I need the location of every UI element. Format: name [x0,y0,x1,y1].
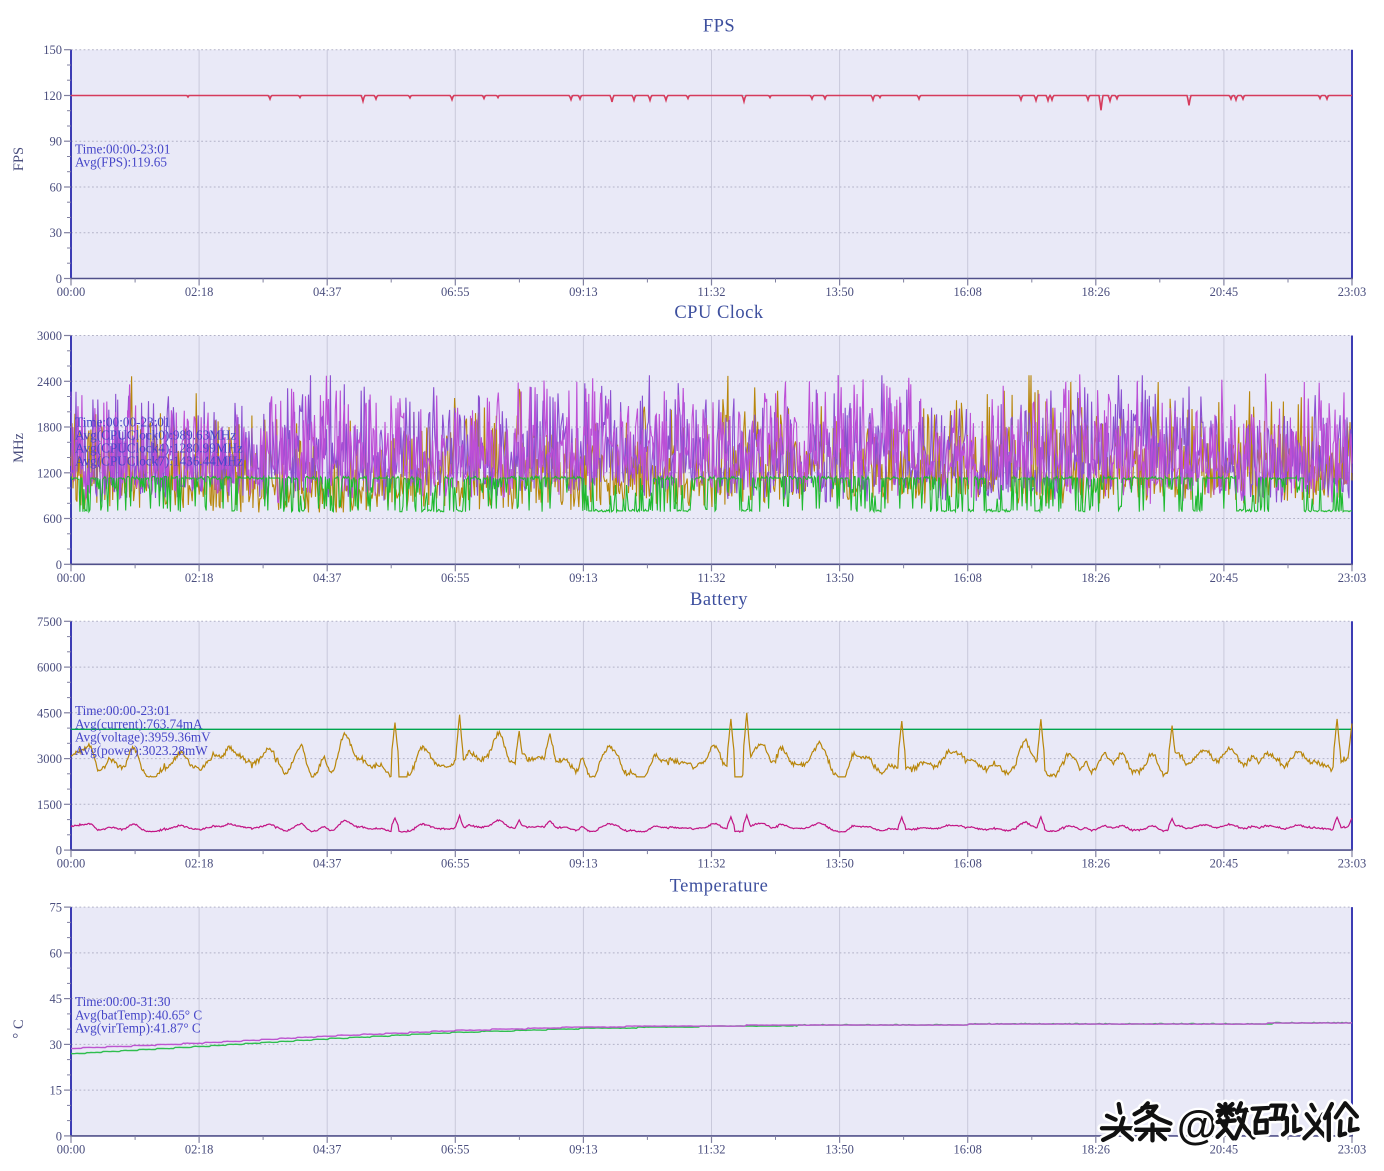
svg-text:Avg(FPS):119.65: Avg(FPS):119.65 [75,155,167,170]
svg-text:04:37: 04:37 [313,1142,341,1156]
svg-text:Avg(voltage):3959.36mV: Avg(voltage):3959.36mV [75,730,211,745]
svg-text:20:45: 20:45 [1210,857,1238,871]
svg-text:Avg(CPUClock0):989.63MHz: Avg(CPUClock0):989.63MHz [75,428,236,443]
svg-text:00:00: 00:00 [57,857,85,871]
svg-text:1200: 1200 [37,466,62,480]
svg-text:600: 600 [43,512,62,526]
svg-text:0: 0 [56,558,62,572]
svg-text:13:50: 13:50 [825,571,853,585]
svg-text:2400: 2400 [37,375,62,389]
svg-text:04:37: 04:37 [313,857,341,871]
svg-text:09:13: 09:13 [569,285,597,299]
svg-text:Avg(virTemp):41.87° C: Avg(virTemp):41.87° C [75,1021,201,1036]
svg-text:30: 30 [50,1038,63,1052]
svg-text:° C: ° C [11,1019,27,1038]
svg-text:Avg(batTemp):40.65° C: Avg(batTemp):40.65° C [75,1007,202,1022]
svg-text:90: 90 [50,135,63,149]
svg-text:15: 15 [50,1084,63,1098]
svg-text:02:18: 02:18 [185,857,213,871]
svg-text:Avg(power):3023.28mW: Avg(power):3023.28mW [75,743,208,758]
svg-text:0: 0 [56,844,62,858]
svg-text:18:26: 18:26 [1082,1142,1110,1156]
svg-text:Time:00:00-23:01: Time:00:00-23:01 [75,703,171,718]
svg-text:7500: 7500 [37,615,62,629]
svg-text:Avg(CPUClock4):1280.99MHz: Avg(CPUClock4):1280.99MHz [75,441,243,456]
svg-text:11:32: 11:32 [697,285,725,299]
svg-text:MHz: MHz [11,433,27,463]
svg-text:@: @ [1177,1102,1217,1148]
svg-text:00:00: 00:00 [57,1142,85,1156]
svg-text:20:45: 20:45 [1210,1142,1238,1156]
svg-text:6000: 6000 [37,661,62,675]
svg-text:75: 75 [50,901,63,915]
svg-text:11:32: 11:32 [697,571,725,585]
svg-text:20:45: 20:45 [1210,571,1238,585]
svg-text:16:08: 16:08 [953,285,981,299]
svg-text:0: 0 [56,1129,62,1143]
svg-text:23:03: 23:03 [1338,571,1366,585]
svg-text:30: 30 [50,226,63,240]
svg-text:Avg(CPUClock7):1436.44MHz: Avg(CPUClock7):1436.44MHz [75,454,243,469]
svg-text:18:26: 18:26 [1082,857,1110,871]
svg-text:18:26: 18:26 [1082,571,1110,585]
svg-text:Avg(current):763.74mA: Avg(current):763.74mA [75,716,203,731]
svg-text:09:13: 09:13 [569,857,597,871]
svg-text:13:50: 13:50 [825,857,853,871]
svg-text:23:03: 23:03 [1338,285,1366,299]
svg-text:02:18: 02:18 [185,1142,213,1156]
svg-text:09:13: 09:13 [569,571,597,585]
svg-text:06:55: 06:55 [441,857,469,871]
svg-text:FPS: FPS [703,17,735,37]
svg-text:120: 120 [43,89,62,103]
svg-text:Time:00:00-23:01: Time:00:00-23:01 [75,142,171,157]
svg-text:06:55: 06:55 [441,1142,469,1156]
svg-text:09:13: 09:13 [569,1142,597,1156]
svg-text:60: 60 [50,181,63,195]
svg-text:Time:00:00-23:01: Time:00:00-23:01 [75,415,171,430]
svg-text:1500: 1500 [37,798,62,812]
svg-text:04:37: 04:37 [313,285,341,299]
svg-text:23:03: 23:03 [1338,1142,1366,1156]
svg-text:60: 60 [50,946,63,960]
svg-text:3000: 3000 [37,752,62,766]
svg-text:13:50: 13:50 [825,285,853,299]
svg-text:06:55: 06:55 [441,285,469,299]
svg-text:06:55: 06:55 [441,571,469,585]
svg-text:11:32: 11:32 [697,1142,725,1156]
svg-text:18:26: 18:26 [1082,285,1110,299]
svg-text:150: 150 [43,43,62,57]
svg-text:02:18: 02:18 [185,571,213,585]
svg-text:1800: 1800 [37,421,62,435]
svg-text:Battery: Battery [690,590,748,610]
svg-text:16:08: 16:08 [953,1142,981,1156]
svg-text:Temperature: Temperature [670,876,769,896]
svg-text:13:50: 13:50 [825,1142,853,1156]
svg-text:Time:00:00-31:30: Time:00:00-31:30 [75,994,171,1009]
svg-text:20:45: 20:45 [1210,285,1238,299]
svg-text:16:08: 16:08 [953,571,981,585]
svg-text:0: 0 [56,272,62,286]
svg-text:45: 45 [50,992,63,1006]
svg-text:16:08: 16:08 [953,857,981,871]
svg-text:11:32: 11:32 [697,857,725,871]
svg-text:3000: 3000 [37,329,62,343]
svg-text:23:03: 23:03 [1338,857,1366,871]
svg-text:02:18: 02:18 [185,285,213,299]
svg-text:FPS: FPS [11,147,27,171]
svg-text:00:00: 00:00 [57,285,85,299]
svg-text:00:00: 00:00 [57,571,85,585]
svg-text:04:37: 04:37 [313,571,341,585]
svg-text:CPU Clock: CPU Clock [674,303,764,323]
svg-text:4500: 4500 [37,706,62,720]
